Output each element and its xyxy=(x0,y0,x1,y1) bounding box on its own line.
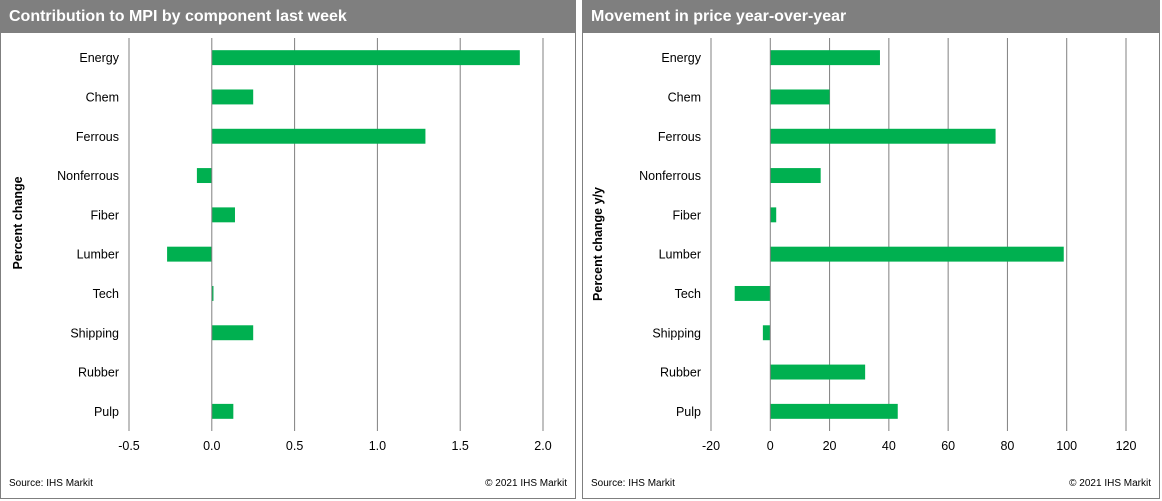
x-tick-label: 2.0 xyxy=(534,439,551,453)
category-label: Lumber xyxy=(659,248,701,262)
bar-tech xyxy=(734,285,771,301)
panel-footer: Source: IHS Markit © 2021 IHS Markit xyxy=(591,478,1151,492)
bar-shipping xyxy=(762,325,771,341)
category-label: Pulp xyxy=(676,405,701,419)
copyright-note: © 2021 IHS Markit xyxy=(485,478,567,489)
bar-lumber xyxy=(770,246,1064,262)
bar-fiber xyxy=(211,207,235,223)
chart-panel-price-movement: Movement in price year-over-year Energy C… xyxy=(582,0,1160,499)
x-tick-label: 0.0 xyxy=(203,439,220,453)
x-tick-label: 1.5 xyxy=(452,439,469,453)
bar-pulp xyxy=(211,403,234,419)
y-axis-title: Percent change xyxy=(11,176,25,269)
bar-nonferrous xyxy=(196,168,212,184)
category-label: Tech xyxy=(93,287,119,301)
x-tick-label: 1.0 xyxy=(369,439,386,453)
category-label: Pulp xyxy=(94,405,119,419)
panel-title: Contribution to MPI by component last we… xyxy=(1,1,575,33)
category-label: Nonferrous xyxy=(639,169,701,183)
category-label: Fiber xyxy=(91,208,119,222)
category-label: Rubber xyxy=(78,366,119,380)
y-axis-title: Percent change y/y xyxy=(591,187,605,301)
category-label: Nonferrous xyxy=(57,169,119,183)
contribution-bar-chart: Energy Chem Ferrous Nonferrous Fiber Lumber Te… xyxy=(11,38,552,453)
x-tick-label: 100 xyxy=(1056,439,1077,453)
bar-nonferrous xyxy=(770,168,821,184)
bar-chem xyxy=(770,89,830,105)
bar-chem xyxy=(211,89,254,105)
copyright-note: © 2021 IHS Markit xyxy=(1069,478,1151,489)
category-label: Tech xyxy=(675,287,701,301)
bar-rubber xyxy=(770,364,866,380)
category-label: Energy xyxy=(79,51,119,65)
x-tick-label: -20 xyxy=(702,439,720,453)
chart-panel-contribution: Contribution to MPI by component last we… xyxy=(0,0,576,499)
x-tick-label: 40 xyxy=(882,439,896,453)
category-label: Chem xyxy=(86,90,119,104)
bar-lumber xyxy=(167,246,212,262)
x-tick-label: -0.5 xyxy=(118,439,140,453)
source-note: Source: IHS Markit xyxy=(9,478,93,489)
category-label: Ferrous xyxy=(658,130,701,144)
x-tick-label: 60 xyxy=(941,439,955,453)
bar-fiber xyxy=(770,207,777,223)
category-label: Shipping xyxy=(652,326,701,340)
x-tick-label: 80 xyxy=(1000,439,1014,453)
bar-tech xyxy=(211,285,214,301)
source-note: Source: IHS Markit xyxy=(591,478,675,489)
bar-energy xyxy=(770,50,880,66)
category-label: Lumber xyxy=(77,248,119,262)
category-label: Fiber xyxy=(673,208,701,222)
bar-pulp xyxy=(770,403,898,419)
panel-title: Movement in price year-over-year xyxy=(583,1,1159,33)
x-tick-label: 0 xyxy=(767,439,774,453)
price-movement-bar-chart: Energy Chem Ferrous Nonferrous Fiber Lumber Te… xyxy=(591,38,1137,453)
category-label: Ferrous xyxy=(76,130,119,144)
bar-shipping xyxy=(211,325,254,341)
x-tick-label: 20 xyxy=(823,439,837,453)
bar-ferrous xyxy=(770,128,996,144)
category-label: Energy xyxy=(661,51,701,65)
panel-footer: Source: IHS Markit © 2021 IHS Markit xyxy=(9,478,567,492)
bar-ferrous xyxy=(211,128,426,144)
x-tick-label: 0.5 xyxy=(286,439,303,453)
category-label: Rubber xyxy=(660,366,701,380)
category-label: Shipping xyxy=(70,326,119,340)
bar-energy xyxy=(211,50,520,66)
x-tick-label: 120 xyxy=(1116,439,1137,453)
category-label: Chem xyxy=(668,90,701,104)
